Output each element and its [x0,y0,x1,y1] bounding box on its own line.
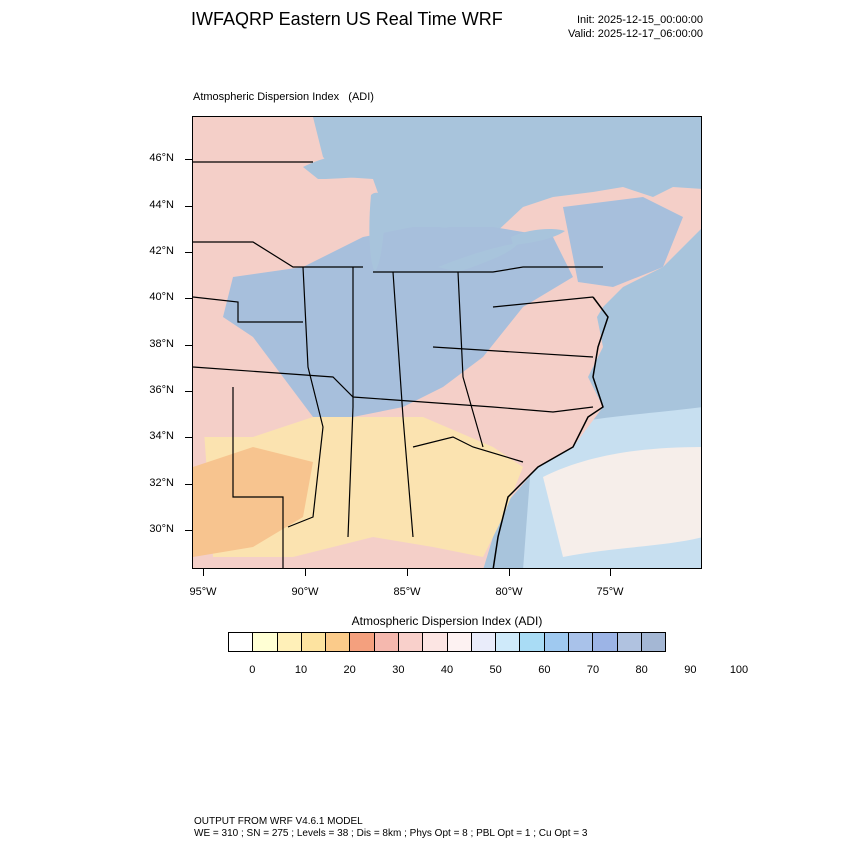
map-panel [192,116,702,569]
lon-label-90: 90°W [291,586,319,598]
colorbar-box [301,633,327,651]
model-config-footer: WE = 310 ; SN = 275 ; Levels = 38 ; Dis … [194,828,588,839]
colorbar-box [229,633,254,651]
coastline [492,296,609,568]
colorbar-box [544,633,569,651]
colorbar-label: 70 [586,664,600,676]
lat-tick [185,345,192,346]
colorbar-box [423,633,448,651]
colorbar-box [496,633,521,651]
colorbar-label: 90 [684,664,697,676]
lat-label-38: 38°N [149,338,174,350]
adi-region-warm [193,447,313,557]
lat-tick [185,206,192,207]
lat-label-46: 46°N [149,152,174,164]
lon-tick [509,569,510,576]
adi-region-low [223,227,573,417]
colorbar-box [520,633,545,651]
lat-tick [185,484,192,485]
lon-tick [407,569,408,576]
lake-michigan [369,192,386,272]
colorbar-box [471,633,497,651]
colorbar-label: 0 [249,664,256,676]
colorbar-box [593,633,618,651]
lat-tick [185,298,192,299]
map-subtitle: Atmospheric Dispersion Index (ADI) [193,91,374,103]
colorbar-label: 10 [294,664,308,676]
colorbar-box [374,633,399,651]
colorbar-box [641,633,666,651]
lat-label-30: 30°N [149,523,174,535]
lat-tick [185,437,192,438]
colorbar-box [253,633,278,651]
colorbar-box [350,633,375,651]
model-footer: OUTPUT FROM WRF V4.6.1 MODEL [194,816,363,827]
lat-label-42: 42°N [149,245,174,257]
colorbar-label: 100 [729,664,749,676]
lake-superior [303,151,424,179]
lon-tick [203,569,204,576]
lake-erie [438,243,518,272]
colorbar-label: 30 [392,664,405,676]
lake-ontario [511,229,565,245]
plot-title: IWFAQRP Eastern US Real Time WRF [191,9,503,29]
colorbar-box [568,633,594,651]
colorbar-box [617,633,642,651]
lat-tick [185,391,192,392]
colorbar-label: 50 [489,664,502,676]
lon-tick [305,569,306,576]
colorbar-label: 20 [343,664,356,676]
colorbar-label: 60 [538,664,551,676]
map-canvas [193,117,701,568]
adi-region-low-northeast [563,197,683,287]
lake-huron [408,188,463,228]
colorbar-label: 80 [635,664,648,676]
lat-label-34: 34°N [149,430,174,442]
lat-label-32: 32°N [149,477,174,489]
lat-tick [185,252,192,253]
lon-label-75: 75°W [596,586,624,598]
colorbar [228,632,666,652]
state-borders [193,161,603,568]
lon-label-95: 95°W [189,586,217,598]
lat-tick [185,159,192,160]
ocean-pale-shading [543,447,701,557]
colorbar-title: Atmospheric Dispersion Index (ADI) [351,614,543,628]
colorbar-box [398,633,424,651]
lat-label-36: 36°N [149,384,174,396]
init-time: Init: 2025-12-15_00:00:00 [577,14,703,26]
lon-label-80: 80°W [495,586,523,598]
lon-tick [610,569,611,576]
colorbar-box [447,633,472,651]
colorbar-box [326,633,351,651]
lat-label-44: 44°N [149,199,174,211]
colorbar-box [277,633,302,651]
valid-time: Valid: 2025-12-17_06:00:00 [568,28,703,40]
colorbar-label: 40 [440,664,454,676]
lat-label-40: 40°N [149,291,174,303]
lat-tick [185,530,192,531]
lon-label-85: 85°W [393,586,421,598]
